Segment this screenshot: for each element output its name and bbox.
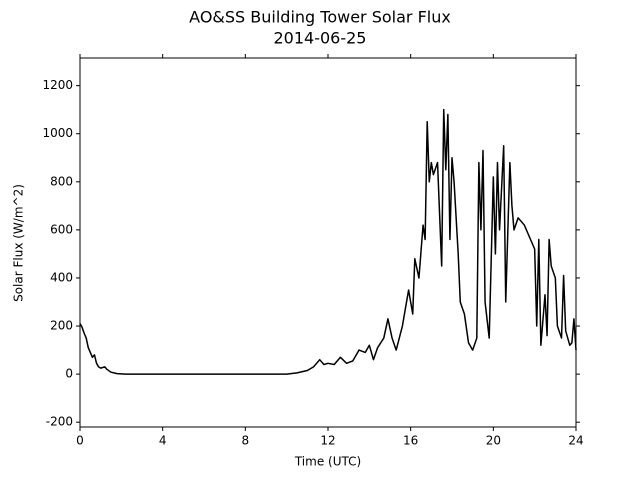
y-tick-label: 800 xyxy=(50,174,73,188)
y-tick-label: 0 xyxy=(65,367,73,381)
chart-title: AO&SS Building Tower Solar Flux xyxy=(189,8,451,27)
x-tick-label: 0 xyxy=(76,434,84,448)
plot-frame xyxy=(79,57,577,428)
y-tick-label: 600 xyxy=(50,222,73,236)
x-tick-label: 24 xyxy=(568,434,583,448)
x-tick-label: 12 xyxy=(320,434,335,448)
x-tick-label: 4 xyxy=(159,434,167,448)
x-tick-label: 16 xyxy=(403,434,418,448)
x-axis-label: Time (UTC) xyxy=(294,455,361,469)
y-axis-label: Solar Flux (W/m^2) xyxy=(12,184,26,302)
y-tick-label: 200 xyxy=(50,319,73,333)
x-tick-label: 8 xyxy=(242,434,250,448)
y-tick-label: 400 xyxy=(50,270,73,284)
y-tick-label: 1200 xyxy=(42,78,73,92)
x-tick-label: 20 xyxy=(486,434,501,448)
data-line xyxy=(79,108,577,375)
chart-subtitle: 2014-06-25 xyxy=(274,29,367,48)
y-tick-label: 1000 xyxy=(42,126,73,140)
y-tick-label: -200 xyxy=(46,415,73,429)
